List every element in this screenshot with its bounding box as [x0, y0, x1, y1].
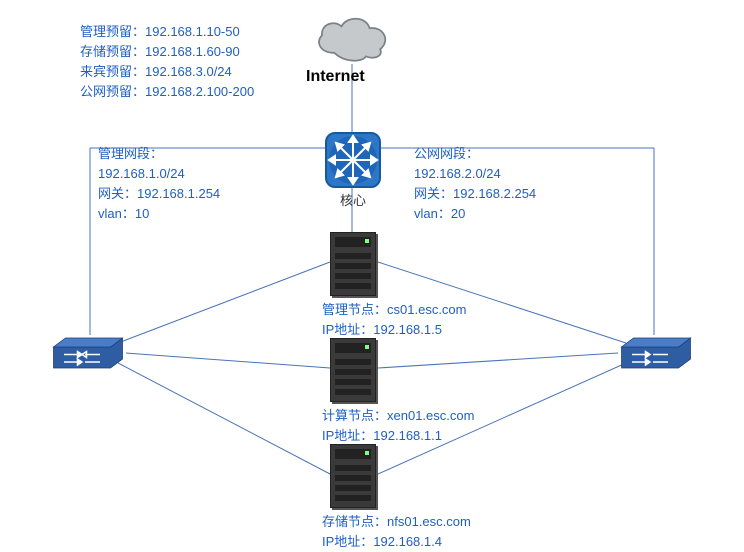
nfs01-name: nfs01.esc.com	[387, 514, 471, 529]
server-xen01-text: 计算节点：xen01.esc.com IP地址：192.168.1.1	[322, 406, 474, 446]
pub-vlan-label: vlan：	[414, 206, 451, 221]
mgmt-gw: 192.168.1.254	[137, 186, 220, 201]
mgmt-reserve-value: 192.168.1.10-50	[145, 24, 240, 39]
core-router-icon	[325, 132, 381, 188]
cs01-name: cs01.esc.com	[387, 302, 466, 317]
mgmt-vlan-label: vlan：	[98, 206, 135, 221]
mgmt-reserve-label: 管理预留：	[80, 24, 145, 39]
pub-seg-cidr: 192.168.2.0/24	[414, 164, 536, 184]
reserved-ip-block: 管理预留：192.168.1.10-50 存储预留：192.168.1.60-9…	[80, 22, 254, 102]
pub-seg-title: 公网网段：	[414, 144, 536, 164]
public-segment-block: 公网网段： 192.168.2.0/24 网关：192.168.2.254 vl…	[414, 144, 536, 224]
nfs01-role-label: 存储节点：	[322, 514, 387, 529]
core-router-label: 核心	[340, 190, 366, 209]
pub-vlan: 20	[451, 206, 465, 221]
nfs01-ip: 192.168.1.4	[373, 534, 442, 549]
guest-reserve-value: 192.168.3.0/24	[145, 64, 232, 79]
xen01-role-label: 计算节点：	[322, 408, 387, 423]
server-nfs01-icon	[330, 444, 380, 510]
nfs01-ip-label: IP地址：	[322, 534, 373, 549]
pub-gw: 192.168.2.254	[453, 186, 536, 201]
server-nfs01-text: 存储节点：nfs01.esc.com IP地址：192.168.1.4	[322, 512, 471, 552]
cloud-icon	[308, 10, 396, 64]
public-reserve-label: 公网预留：	[80, 84, 145, 99]
cs01-role-label: 管理节点：	[322, 302, 387, 317]
mgmt-vlan: 10	[135, 206, 149, 221]
xen01-ip: 192.168.1.1	[373, 428, 442, 443]
guest-reserve-label: 来宾预留：	[80, 64, 145, 79]
switch-right-icon	[618, 335, 694, 371]
internet-label: Internet	[306, 68, 365, 86]
pub-gw-label: 网关：	[414, 186, 453, 201]
store-reserve-value: 192.168.1.60-90	[145, 44, 240, 59]
xen01-name: xen01.esc.com	[387, 408, 474, 423]
mgmt-seg-title: 管理网段：	[98, 144, 220, 164]
diagram-canvas: 管理预留：192.168.1.10-50 存储预留：192.168.1.60-9…	[0, 0, 744, 544]
mgmt-gw-label: 网关：	[98, 186, 137, 201]
cs01-ip: 192.168.1.5	[373, 322, 442, 337]
xen01-ip-label: IP地址：	[322, 428, 373, 443]
public-reserve-value: 192.168.2.100-200	[145, 84, 254, 99]
server-cs01-text: 管理节点：cs01.esc.com IP地址：192.168.1.5	[322, 300, 467, 340]
cs01-ip-label: IP地址：	[322, 322, 373, 337]
server-cs01-icon	[330, 232, 380, 298]
switch-left-icon	[50, 335, 126, 371]
store-reserve-label: 存储预留：	[80, 44, 145, 59]
server-xen01-icon	[330, 338, 380, 404]
mgmt-segment-block: 管理网段： 192.168.1.0/24 网关：192.168.1.254 vl…	[98, 144, 220, 224]
mgmt-seg-cidr: 192.168.1.0/24	[98, 164, 220, 184]
